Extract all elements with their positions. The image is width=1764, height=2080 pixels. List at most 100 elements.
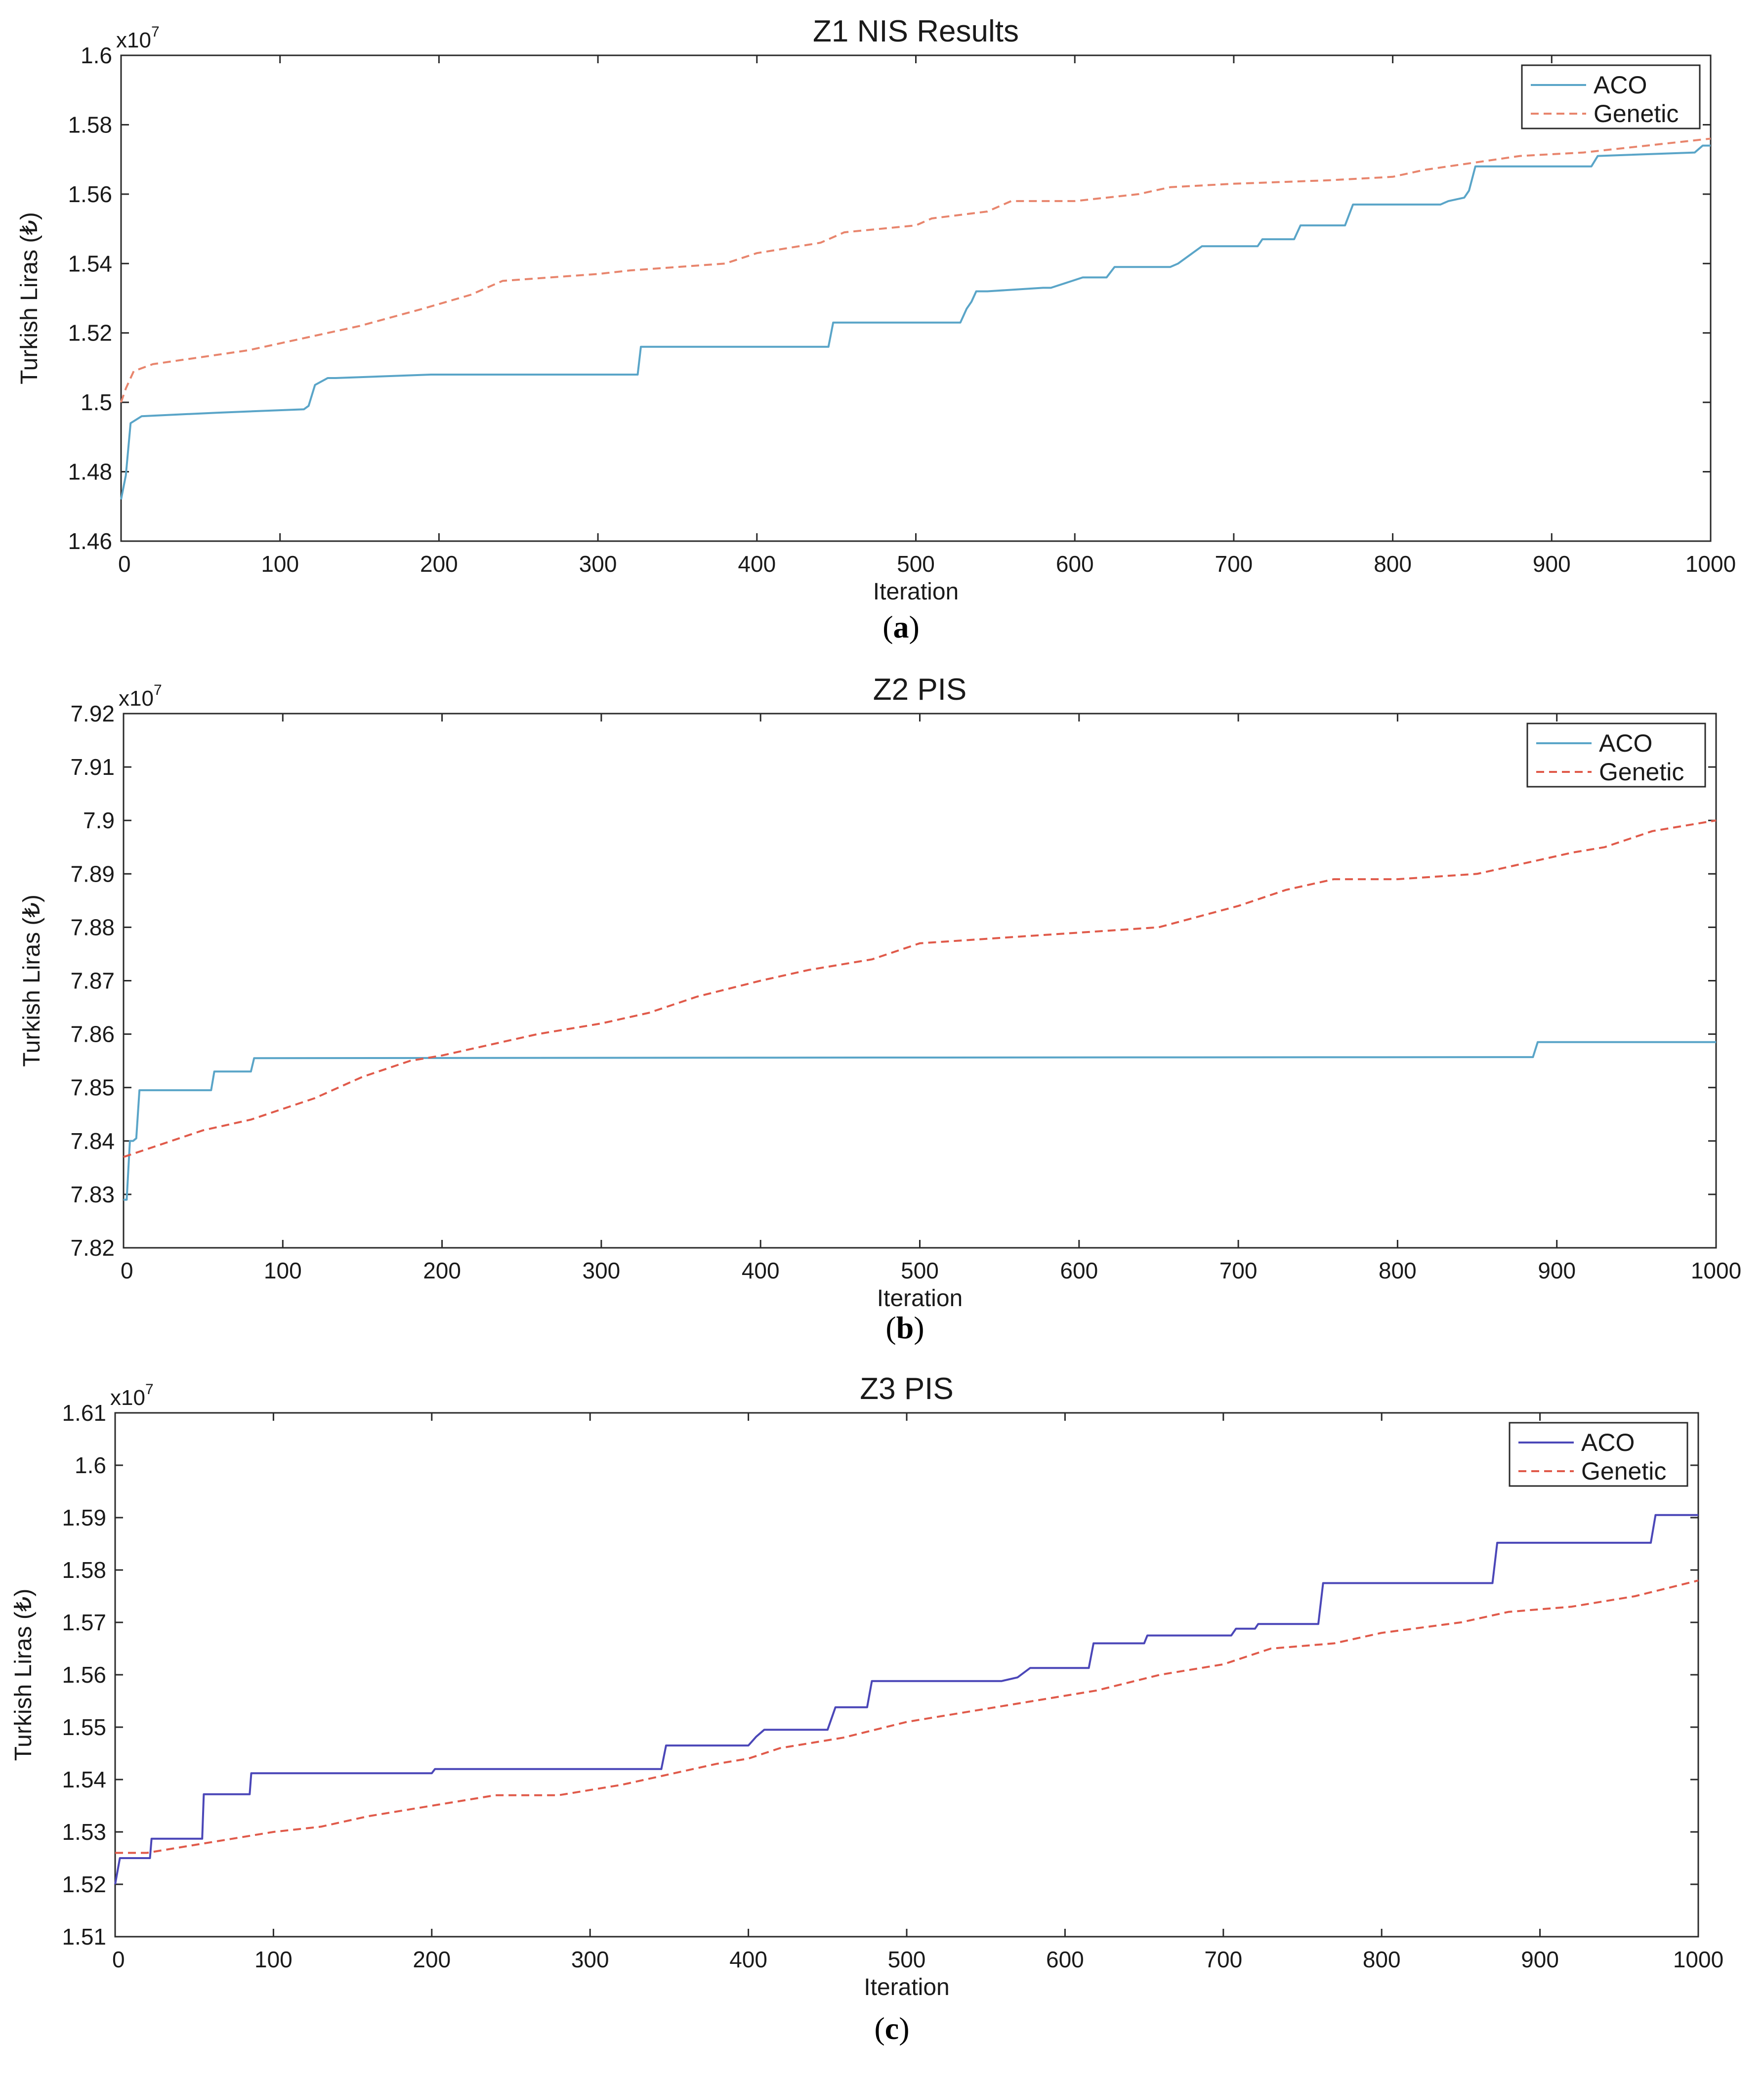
x-tick-label: 300 (571, 1947, 609, 1972)
x-tick-label: 200 (420, 551, 458, 577)
x-axis-label: Iteration (873, 579, 959, 605)
plot-frame (120, 54, 1712, 542)
y-tick-label: 7.92 (70, 701, 115, 726)
x-tick-label: 1000 (1691, 1258, 1741, 1283)
x-tick-label: 400 (742, 1258, 780, 1283)
x-tick-label: 400 (738, 551, 776, 577)
x-tick-label: 900 (1521, 1947, 1559, 1972)
legend-label-genetic: Genetic (1599, 758, 1684, 786)
y-tick-label: 7.89 (70, 861, 115, 887)
x-tick-label: 800 (1363, 1947, 1401, 1972)
chart-title: Z1 NIS Results (813, 14, 1019, 48)
y-tick-label: 1.52 (68, 320, 112, 346)
x-axis-label: Iteration (864, 1974, 949, 2000)
x-tick-label: 100 (254, 1947, 293, 1972)
x-tick-label: 900 (1533, 551, 1571, 577)
y-tick-label: 1.51 (62, 1924, 106, 1950)
y-tick-label: 1.46 (68, 528, 112, 554)
x-tick-label: 300 (583, 1258, 621, 1283)
x-tick-label: 700 (1219, 1258, 1258, 1283)
x-tick-label: 1000 (1685, 551, 1736, 577)
series-line-genetic (115, 1579, 1699, 1854)
y-tick-label: 1.52 (62, 1871, 106, 1897)
x-tick-label: 700 (1215, 551, 1253, 577)
y-tick-label: 1.56 (68, 181, 112, 207)
x-tick-label: 900 (1538, 1258, 1576, 1283)
y-tick-label: 1.57 (62, 1610, 106, 1635)
axis-exponent: x107 (116, 24, 160, 52)
y-tick-label: 1.59 (62, 1505, 106, 1530)
x-tick-label: 800 (1379, 1258, 1417, 1283)
x-tick-label: 0 (121, 1258, 133, 1283)
x-tick-label: 400 (729, 1947, 767, 1972)
y-tick-label: 7.9 (83, 807, 115, 833)
x-tick-label: 600 (1046, 1947, 1084, 1972)
y-tick-label: 1.55 (62, 1714, 106, 1740)
x-axis-label: Iteration (877, 1285, 963, 1312)
y-tick-label: 1.58 (68, 112, 112, 137)
panel-caption: (b) (885, 1310, 924, 1345)
x-tick-label: 0 (112, 1947, 125, 1972)
x-tick-label: 800 (1374, 551, 1412, 577)
y-tick-label: 1.48 (68, 459, 112, 485)
x-tick-label: 100 (264, 1258, 302, 1283)
y-tick-label: 1.56 (62, 1662, 106, 1688)
series-line-genetic (123, 819, 1717, 1158)
y-tick-label: 7.87 (70, 968, 115, 994)
x-tick-label: 600 (1060, 1258, 1098, 1283)
chart-panel-b: 7.82 7.83 7.84 7.85 7.86 7.87 7.88 7.89 7.9 7.91 7… (19, 673, 1741, 1345)
y-tick-label: 7.82 (70, 1235, 115, 1261)
chart-panel-a: 1.46 1.48 1.5 1.52 1.54 1.56 1.58 1.6 0 100 200 300… (16, 14, 1736, 644)
plot-frame (123, 713, 1717, 1249)
legend-label-aco: ACO (1594, 71, 1647, 99)
y-tick-label: 1.6 (75, 1452, 106, 1478)
y-tick-label: 7.88 (70, 914, 115, 940)
y-tick-label: 7.91 (70, 754, 115, 780)
y-tick-label: 7.83 (70, 1182, 115, 1207)
x-tick-label: 500 (901, 1258, 939, 1283)
chart-title: Z2 PIS (873, 673, 967, 707)
legend-label-aco: ACO (1581, 1429, 1635, 1456)
x-tick-label: 100 (261, 551, 299, 577)
legend-label-genetic: Genetic (1594, 100, 1679, 127)
chart-title: Z3 PIS (860, 1372, 954, 1406)
legend-box (1526, 722, 1706, 788)
chart-panel-c: 1.511.521.531.541.551.561.571.581.591.61… (10, 1372, 1723, 2046)
y-tick-label: 1.6 (81, 42, 112, 68)
x-tick-label: 300 (579, 551, 617, 577)
x-tick-label: 200 (413, 1947, 451, 1972)
y-axis-label: Turkish Liras (₺) (19, 894, 45, 1067)
y-tick-label: 1.5 (81, 389, 112, 415)
panel-caption: (a) (882, 609, 920, 644)
y-tick-label: 1.54 (68, 251, 112, 276)
y-tick-label: 7.84 (70, 1128, 115, 1154)
axis-exponent: x107 (110, 1381, 154, 1410)
y-tick-label: 1.58 (62, 1557, 106, 1583)
legend-label-aco: ACO (1599, 729, 1652, 757)
legend-label-genetic: Genetic (1581, 1457, 1666, 1485)
x-tick-label: 500 (897, 551, 935, 577)
y-tick-label: 1.61 (62, 1400, 106, 1426)
x-tick-label: 1000 (1673, 1947, 1723, 1972)
series-line-genetic (120, 137, 1711, 403)
x-tick-label: 700 (1204, 1947, 1242, 1972)
plot-frame (114, 1412, 1699, 1938)
x-tick-label: 600 (1056, 551, 1094, 577)
series-line-aco (124, 1041, 1716, 1201)
x-tick-label: 200 (423, 1258, 461, 1283)
legend-box (1509, 1422, 1688, 1487)
legend-box (1521, 64, 1701, 129)
y-axis-label: Turkish Liras (₺) (10, 1589, 37, 1761)
y-tick-label: 1.53 (62, 1819, 106, 1845)
y-tick-label: 7.85 (70, 1075, 115, 1101)
panel-caption: (c) (874, 2011, 909, 2046)
axis-exponent: x107 (119, 682, 162, 711)
series-line-aco (114, 1514, 1698, 1885)
y-axis-label: Turkish Liras (₺) (16, 212, 42, 384)
y-tick-label: 7.86 (70, 1021, 115, 1047)
y-tick-label: 1.54 (62, 1767, 106, 1792)
